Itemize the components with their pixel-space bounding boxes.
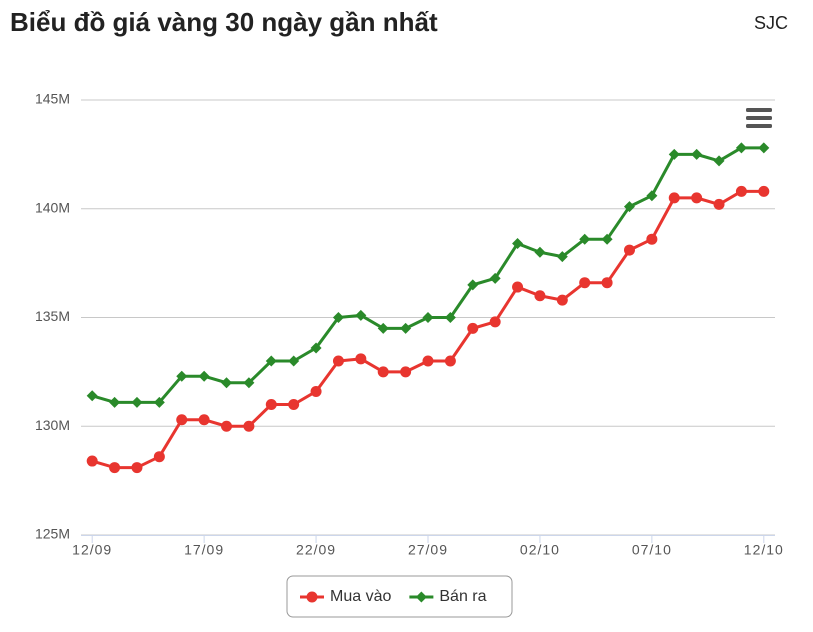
data-point [221, 420, 233, 432]
x-tick-label: 07/10 [632, 542, 672, 558]
data-point [601, 233, 613, 245]
data-point [489, 316, 501, 328]
data-point [86, 455, 98, 467]
data-point [646, 190, 658, 202]
y-tick-label: 125M [35, 526, 70, 542]
data-point [668, 148, 680, 160]
data-point [758, 185, 770, 197]
x-tick-label: 17/09 [184, 542, 224, 558]
data-point [109, 396, 121, 408]
data-point [668, 192, 680, 204]
y-tick-label: 130M [35, 417, 70, 433]
data-point [444, 355, 456, 367]
data-point [332, 312, 344, 323]
data-point [713, 155, 725, 167]
x-tick-label: 27/09 [408, 542, 448, 558]
data-point [735, 142, 747, 154]
data-point [422, 312, 434, 323]
data-point [400, 322, 412, 334]
data-point [735, 185, 747, 197]
data-point [579, 233, 591, 245]
chart-subtitle: SJC [754, 13, 788, 33]
menu-bar [746, 116, 772, 120]
data-point [243, 420, 255, 432]
data-point [489, 272, 501, 284]
data-point [691, 192, 703, 204]
menu-bar [746, 108, 772, 112]
data-point [534, 246, 546, 258]
legend-box [286, 575, 513, 618]
legend-marker [415, 591, 427, 603]
data-point [288, 399, 300, 410]
x-tick-label: 12/10 [744, 542, 784, 558]
data-point [198, 370, 210, 382]
y-tick-label: 140M [35, 199, 70, 215]
data-point [288, 355, 300, 367]
y-tick-label: 135M [35, 308, 70, 324]
data-point [556, 294, 568, 306]
data-point [176, 414, 188, 426]
data-point [265, 355, 277, 367]
data-point [422, 355, 434, 367]
data-point [467, 322, 479, 334]
data-point [579, 277, 591, 289]
data-point [601, 277, 613, 289]
data-point [109, 462, 121, 474]
data-point [444, 312, 456, 323]
x-tick-label: 12/09 [72, 542, 112, 558]
data-point [355, 309, 367, 321]
data-point [310, 385, 322, 397]
data-point [512, 281, 524, 293]
data-point [243, 377, 255, 389]
y-tick-label: 145M [35, 91, 70, 107]
legend-item[interactable]: Mua vào [300, 588, 391, 605]
data-point [623, 244, 635, 256]
data-point [377, 366, 389, 378]
data-point [534, 290, 546, 302]
chart-title: Biểu đồ giá vàng 30 ngày gần nhất [10, 7, 438, 37]
data-point [153, 451, 165, 463]
data-point [623, 201, 635, 213]
legend-marker [306, 591, 318, 603]
data-point [86, 390, 98, 402]
data-point [556, 251, 568, 263]
data-point [377, 322, 389, 334]
data-point [265, 399, 277, 410]
data-point [131, 396, 143, 408]
x-tick-label: 02/10 [520, 542, 560, 558]
data-point [691, 148, 703, 160]
legend-label: Bán ra [439, 588, 486, 605]
data-point [646, 233, 658, 245]
menu-button[interactable] [746, 108, 772, 128]
legend-label: Mua vào [330, 588, 391, 605]
data-point [332, 355, 344, 367]
data-point [221, 377, 233, 389]
data-point [176, 370, 188, 382]
data-point [758, 142, 770, 154]
data-point [153, 396, 165, 408]
data-point [310, 342, 322, 354]
data-point [467, 279, 479, 291]
data-point [131, 462, 143, 474]
data-point [355, 353, 367, 365]
data-point [512, 238, 524, 250]
data-point [400, 366, 412, 378]
data-point [198, 414, 210, 426]
x-tick-label: 22/09 [296, 542, 336, 558]
menu-bar [746, 124, 772, 128]
data-point [713, 198, 725, 210]
legend-item[interactable]: Bán ra [409, 588, 487, 605]
